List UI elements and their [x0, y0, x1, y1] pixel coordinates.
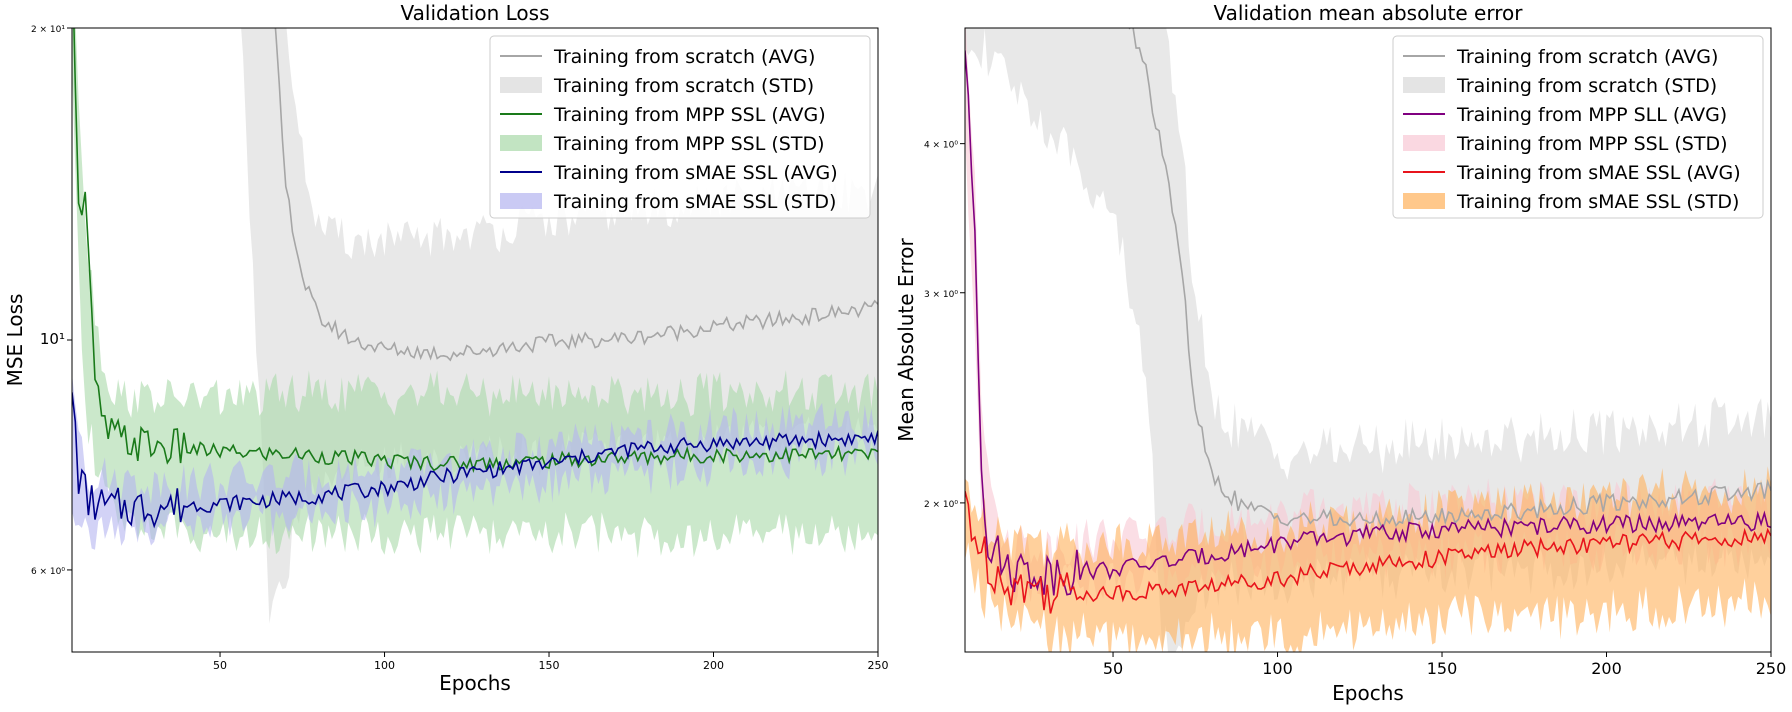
y-tick-label: 6 × 10⁰	[31, 567, 65, 577]
x-tick-label: 100	[1262, 659, 1293, 678]
y-tick-label: 3 × 10⁰	[924, 290, 958, 300]
y-axis-label: MSE Loss	[3, 294, 27, 387]
x-tick-label: 200	[703, 659, 724, 672]
legend-swatch-patch	[1403, 135, 1445, 151]
legend-box	[489, 35, 871, 219]
x-axis-label: Epochs	[439, 671, 511, 695]
mean-line-training-from-scratch-avg	[274, 28, 878, 362]
legend-label-training-from-mpp-ssl-avg: Training from MPP SSL (AVG)	[553, 104, 826, 126]
x-tick-label: 100	[374, 659, 395, 672]
legend-swatch-patch	[1403, 193, 1445, 209]
plot-area	[72, 28, 878, 624]
plot-area	[965, 28, 1771, 652]
validation-loss-chart: 50 100 150 200 250 2 × 10¹ 10¹ 6 × 10⁰ Validatio…	[3, 1, 889, 695]
legend-label-training-from-scratch-avg: Training from scratch (AVG)	[1456, 46, 1718, 68]
legend-swatch-patch	[500, 135, 542, 151]
y-tick-label: 10¹	[40, 330, 65, 348]
legend-label-training-from-mpp-ssl-std: Training from MPP SSL (STD)	[1456, 133, 1727, 155]
legend-label-training-from-mpp-ssl-std: Training from MPP SSL (STD)	[553, 133, 824, 155]
mean-line-training-from-smae-ssl-avg	[965, 491, 1771, 614]
legend-swatch-patch	[500, 193, 542, 209]
x-tick-label: 250	[1756, 659, 1787, 678]
mean-line-training-from-scratch-avg	[1128, 28, 1771, 532]
legend-label-training-from-scratch-avg: Training from scratch (AVG)	[553, 46, 815, 68]
legend-swatch-patch	[500, 77, 542, 93]
legend-label-training-from-scratch-std: Training from scratch (STD)	[553, 75, 814, 97]
mean-line-training-from-smae-ssl-avg	[72, 392, 878, 529]
std-band-training-from-mpp-ssl-std	[72, 28, 878, 558]
y-tick-label: 4 × 10⁰	[924, 141, 958, 151]
legend-swatch-patch	[1403, 77, 1445, 93]
x-axis-label: Epochs	[1332, 681, 1404, 705]
legend: Training from scratch (AVG) Training from…	[489, 35, 871, 219]
mean-line-training-from-mpp-sll-avg	[965, 50, 1771, 596]
legend-box	[1392, 35, 1764, 219]
std-band-training-from-scratch-std	[241, 28, 878, 624]
plot-frame	[964, 27, 1772, 653]
x-tick-label: 50	[213, 659, 227, 672]
chart-title: Validation Loss	[401, 1, 550, 25]
std-band-training-from-smae-ssl-std	[72, 373, 878, 550]
std-band-training-from-smae-ssl-std	[965, 466, 1771, 652]
legend-label-training-from-mpp-sll-avg: Training from MPP SLL (AVG)	[1456, 104, 1727, 126]
x-tick-label: 250	[868, 659, 889, 672]
x-tick-label: 50	[1103, 659, 1123, 678]
y-axis-label: Mean Absolute Error	[894, 238, 918, 442]
legend-label-training-from-smae-ssl-avg: Training from sMAE SSL (AVG)	[553, 162, 838, 184]
y-tick-label: 2 × 10⁰	[924, 500, 958, 510]
validation-mae-chart: 50 100 150 200 250 4 × 10⁰ 3 × 10⁰ 2 × 10⁰ Valid…	[894, 1, 1787, 705]
x-tick-label: 150	[1427, 659, 1458, 678]
x-tick-label: 150	[539, 659, 560, 672]
legend-label-training-from-smae-ssl-std: Training from sMAE SSL (STD)	[553, 191, 836, 213]
mean-line-training-from-mpp-ssl-avg	[73, 28, 878, 473]
chart-title: Validation mean absolute error	[1214, 1, 1524, 25]
legend-label-training-from-smae-ssl-std: Training from sMAE SSL (STD)	[1456, 191, 1739, 213]
x-tick-label: 200	[1591, 659, 1622, 678]
legend-label-training-from-smae-ssl-avg: Training from sMAE SSL (AVG)	[1456, 162, 1741, 184]
y-tick-label: 2 × 10¹	[31, 25, 65, 35]
legend: Training from scratch (AVG) Training from…	[1392, 35, 1764, 219]
legend-label-training-from-scratch-std: Training from scratch (STD)	[1456, 75, 1717, 97]
